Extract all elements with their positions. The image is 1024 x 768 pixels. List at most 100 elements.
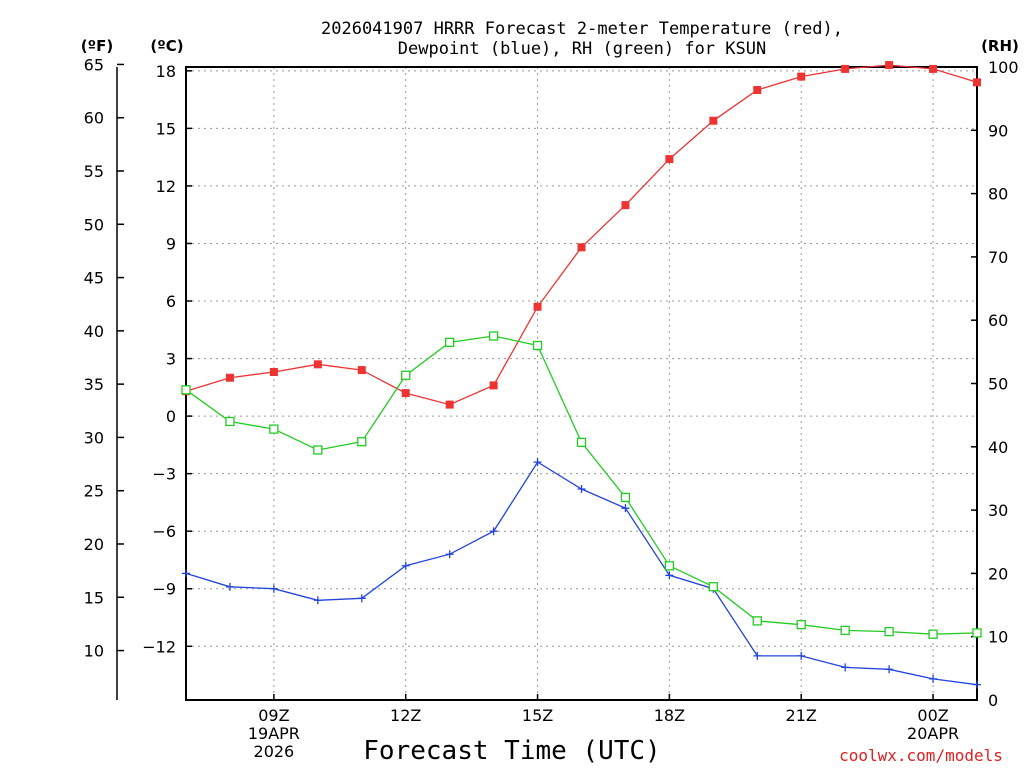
2-meter-temperature-point	[313, 360, 322, 369]
celsius-tick-label: 3	[166, 350, 176, 369]
rh-tick-label: 50	[988, 375, 1008, 394]
rh-point	[840, 625, 850, 636]
dewpoint-point	[753, 651, 762, 660]
2-meter-temperature-point	[973, 78, 981, 87]
2-meter-temperature-point	[841, 64, 850, 73]
2-meter-temperature-point	[357, 366, 366, 375]
dewpoint-point	[533, 458, 542, 467]
rh-point	[357, 437, 367, 447]
2-meter-temperature-point	[489, 381, 498, 390]
x-tick-label: 09Z	[258, 706, 289, 725]
rh-point	[884, 626, 894, 637]
2-meter-temperature-point	[269, 367, 278, 376]
celsius-tick-label: −6	[152, 522, 176, 541]
2-meter-temperature-point	[401, 389, 410, 398]
celsius-tick-label: −3	[152, 465, 176, 484]
rh-tick-label: 70	[988, 248, 1008, 267]
plot-frame	[185, 66, 978, 701]
rh-point	[313, 445, 323, 455]
rh-tick-label: 80	[988, 185, 1008, 204]
dewpoint-point	[357, 594, 366, 603]
dewpoint-point	[621, 504, 630, 513]
axes-layer: 1815129630−3−6−9−12656055504540353025201…	[84, 55, 1019, 761]
rh-point	[269, 424, 279, 434]
dewpoint-point	[401, 561, 410, 570]
series-layer	[181, 61, 982, 689]
dewpoint-point	[885, 665, 894, 674]
rh-tick-label: 60	[988, 311, 1008, 330]
fahrenheit-tick-label: 10	[84, 642, 104, 661]
celsius-tick-label: 15	[156, 119, 176, 138]
fahrenheit-tick-label: 20	[84, 535, 104, 554]
2-meter-temperature-point	[533, 302, 542, 311]
x-tick-label: 18Z	[654, 706, 685, 725]
fahrenheit-tick-label: 65	[84, 55, 104, 74]
fahrenheit-tick-label: 45	[84, 269, 104, 288]
dewpoint-line	[185, 461, 978, 686]
rh-point	[488, 331, 499, 341]
rh-point	[445, 337, 455, 348]
2-meter-temperature-line	[185, 64, 978, 406]
2-meter-temperature-point	[929, 64, 938, 73]
dewpoint-point	[225, 582, 234, 591]
x-tick-label: 21Z	[786, 706, 817, 725]
credit-label: coolwx.com/models	[839, 746, 1003, 765]
rh-tick-label: 100	[988, 58, 1019, 77]
fahrenheit-tick-label: 60	[84, 109, 104, 128]
dewpoint-point	[182, 569, 190, 578]
2-meter-temperature-point	[797, 72, 806, 81]
fahrenheit-tick-label: 30	[84, 428, 104, 447]
rh-point	[532, 340, 543, 351]
rh-tick-label: 0	[988, 691, 998, 710]
rh-tick-label: 30	[988, 501, 1008, 520]
dewpoint-point	[489, 527, 498, 536]
rh-point	[752, 616, 762, 626]
rh-point	[225, 416, 235, 427]
rh-point	[181, 385, 191, 395]
x-tick-label: 20APR	[907, 724, 959, 743]
celsius-tick-label: 0	[166, 407, 176, 426]
fahrenheit-tick-label: 15	[84, 588, 104, 607]
dewpoint-point	[313, 596, 322, 605]
celsius-tick-label: −12	[142, 637, 176, 656]
rh-point	[708, 582, 718, 592]
rh-point	[576, 437, 587, 448]
fahrenheit-tick-label: 40	[84, 322, 104, 341]
2-meter-temperature-point	[621, 201, 630, 210]
rh-point	[401, 370, 411, 380]
rh-tick-label: 40	[988, 438, 1008, 457]
fahrenheit-tick-label: 25	[84, 482, 104, 501]
rh-point	[796, 620, 806, 630]
2-meter-temperature-point	[709, 116, 718, 125]
rh-tick-label: 90	[988, 121, 1008, 140]
2-meter-temperature-point	[445, 400, 454, 409]
fahrenheit-tick-label: 50	[84, 215, 104, 234]
2-meter-temperature-point	[665, 155, 674, 164]
rh-point	[664, 561, 675, 571]
chart-title-line2: Dewpoint (blue), RH (green) for KSUN	[398, 39, 766, 59]
rh-point	[620, 492, 631, 503]
dewpoint-point	[797, 651, 806, 660]
fahrenheit-tick-label: 55	[84, 162, 104, 181]
rh-tick-label: 20	[988, 564, 1008, 583]
celsius-tick-label: 18	[156, 62, 176, 81]
fahrenheit-unit-label: (ºF)	[81, 37, 113, 55]
dewpoint-point	[665, 571, 674, 580]
grid-layer	[186, 67, 977, 700]
dewpoint-point	[973, 680, 981, 689]
fahrenheit-tick-label: 35	[84, 375, 104, 394]
2-meter-temperature-point	[577, 243, 586, 252]
rh-unit-label: (RH)	[981, 37, 1019, 55]
rh-tick-label: 10	[988, 628, 1008, 647]
2-meter-temperature-point	[225, 373, 234, 382]
x-tick-label: 12Z	[390, 706, 421, 725]
dewpoint-point	[445, 550, 454, 559]
celsius-tick-label: 6	[166, 292, 176, 311]
celsius-tick-label: 9	[166, 234, 176, 253]
celsius-tick-label: 12	[156, 177, 176, 196]
x-tick-label: 00Z	[917, 706, 948, 725]
dewpoint-point	[577, 485, 586, 493]
dewpoint-point	[841, 663, 850, 672]
x-axis-label: Forecast Time (UTC)	[363, 736, 660, 766]
